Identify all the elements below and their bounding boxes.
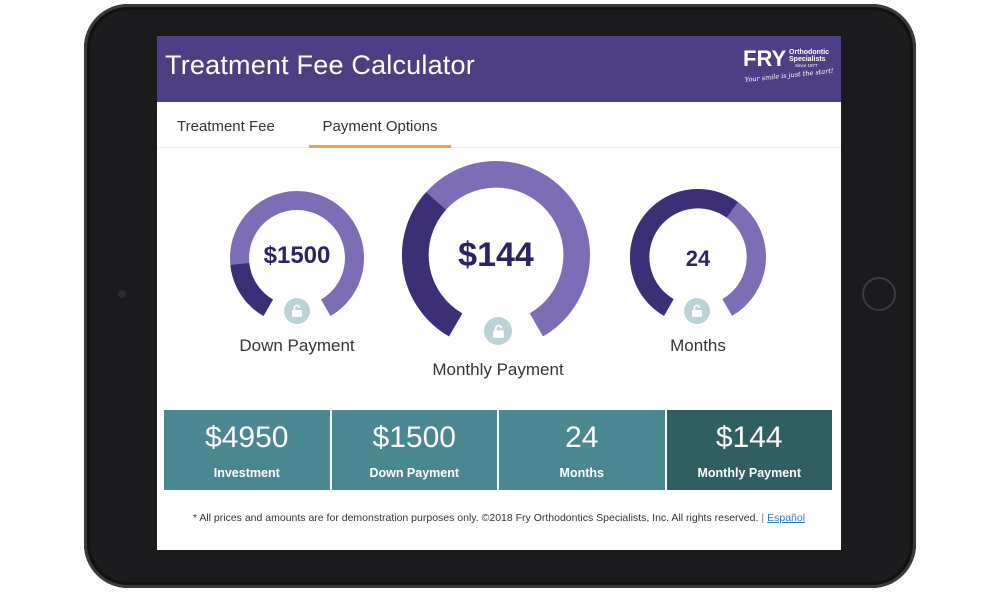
summary-bar: $4950 Investment $1500 Down Payment 24 M… [164, 410, 832, 490]
months-gauge[interactable]: 24 [629, 188, 767, 326]
footer-separator: | [761, 512, 765, 524]
summary-value: $1500 [372, 421, 456, 454]
summary-label: Monthly Payment [697, 466, 802, 480]
summary-card-months: 24 Months [499, 410, 665, 490]
summary-label: Investment [213, 466, 280, 480]
tab-payment-options[interactable]: Payment Options [309, 118, 451, 148]
disclaimer-text: * All prices and amounts are for demonst… [192, 512, 759, 524]
down-payment-gauge[interactable]: $1500 [229, 190, 365, 326]
summary-value: $4950 [205, 421, 289, 454]
months-unlock-icon[interactable] [684, 298, 710, 324]
monthly-payment-label: Monthly Payment [432, 360, 564, 379]
summary-label: Months [559, 466, 604, 480]
monthly-payment-gauge[interactable]: $144 [401, 160, 591, 350]
months-value: 24 [685, 246, 711, 271]
summary-card-investment: $4950 Investment [164, 410, 330, 490]
spanish-language-link[interactable]: Español [767, 512, 806, 524]
logo-brand: FRY [743, 46, 787, 71]
summary-value: $144 [715, 421, 783, 454]
gauge-fill [630, 189, 738, 316]
gauge-fill [402, 192, 463, 337]
tab-treatment-fee[interactable]: Treatment Fee [177, 118, 275, 135]
tab-bar: Treatment Fee Payment Options [157, 106, 841, 148]
down-payment-unlock-icon[interactable] [284, 298, 310, 324]
app-screen: Treatment Fee Calculator FRY Orthodontic… [157, 36, 841, 550]
logo-line2: Specialists [789, 56, 826, 63]
summary-card-down-payment: $1500 Down Payment [331, 410, 497, 490]
fry-logo: FRY Orthodontic Specialists Since 1977 Y… [743, 46, 833, 84]
monthly-payment-unlock-icon[interactable] [484, 317, 512, 345]
down-payment-label: Down Payment [239, 336, 355, 355]
monthly-payment-value: $144 [458, 236, 534, 274]
summary-value: 24 [565, 421, 599, 454]
logo-line1: Orthodontic [789, 49, 829, 56]
down-payment-dial [230, 191, 364, 317]
tablet-home-button [862, 277, 896, 311]
page-title: Treatment Fee Calculator [165, 50, 475, 80]
footer: * All prices and amounts are for demonst… [157, 512, 841, 524]
summary-card-monthly-payment: $144 Monthly Payment [666, 410, 832, 490]
gauge-fill [230, 262, 274, 317]
tablet-camera [118, 290, 126, 298]
logo-since: Since 1977 [795, 63, 818, 68]
summary-label: Down Payment [369, 466, 460, 480]
months-dial [630, 189, 766, 316]
months-label: Months [670, 336, 726, 355]
app-header: Treatment Fee Calculator FRY Orthodontic… [157, 36, 841, 102]
down-payment-value: $1500 [263, 242, 331, 269]
monthly-payment-dial [402, 161, 590, 337]
